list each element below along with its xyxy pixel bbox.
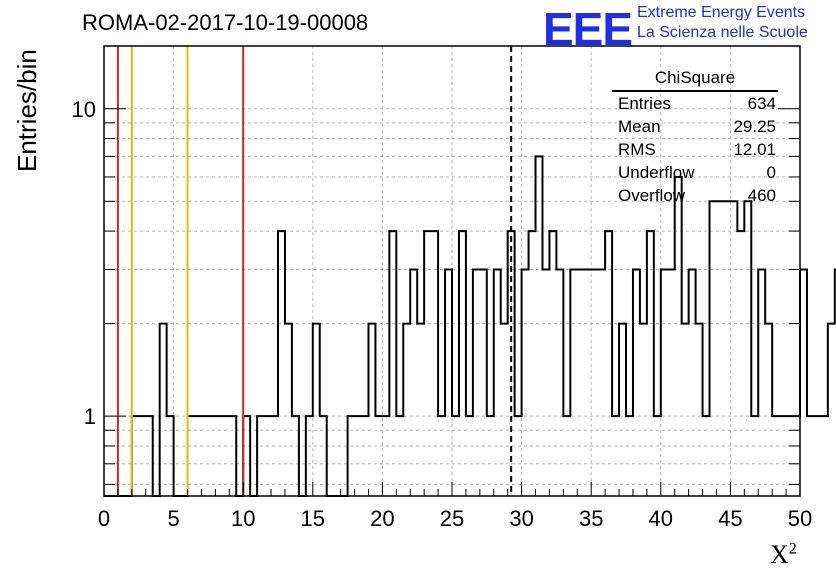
histogram-bin bbox=[737, 231, 744, 496]
histogram-bin bbox=[668, 269, 675, 496]
stats-value: 634 bbox=[747, 94, 776, 113]
histogram-bin bbox=[828, 324, 835, 496]
histogram-bin bbox=[410, 269, 417, 496]
x-axis-label-exponent: 2 bbox=[788, 540, 797, 558]
histogram-bin bbox=[758, 269, 765, 496]
y-tick-label: 1 bbox=[84, 404, 96, 429]
histogram-bin bbox=[619, 324, 626, 496]
stats-key: Mean bbox=[618, 117, 661, 136]
histogram-bin bbox=[501, 324, 508, 496]
histogram-bin bbox=[584, 269, 591, 496]
stats-title: ChiSquare bbox=[654, 68, 736, 87]
histogram-bin bbox=[661, 269, 668, 496]
histogram-bin bbox=[570, 269, 577, 496]
histogram-bin bbox=[522, 269, 529, 496]
histogram-bin bbox=[605, 231, 612, 496]
histogram-bin bbox=[160, 324, 167, 496]
stats-value: 0 bbox=[766, 163, 776, 182]
histogram-bin bbox=[417, 324, 424, 496]
histogram-bin bbox=[529, 231, 536, 496]
histogram-bin bbox=[480, 269, 487, 496]
histogram-bin bbox=[821, 416, 828, 496]
x-tick-label: 35 bbox=[579, 506, 603, 531]
histogram-bin bbox=[716, 201, 723, 496]
x-axis-label: X2 bbox=[770, 540, 797, 570]
stats-box: ChiSquare Entries 634 Mean 29.25 RMS 12.… bbox=[612, 66, 798, 205]
histogram-bin bbox=[744, 201, 751, 496]
logo-line-2: La Scienza nelle Scuole bbox=[637, 24, 808, 41]
histogram-bin bbox=[278, 231, 285, 496]
stats-value: 29.25 bbox=[733, 117, 776, 136]
histogram-bin bbox=[445, 269, 452, 496]
histogram-outline bbox=[104, 155, 836, 497]
histogram-bin bbox=[723, 201, 730, 496]
histogram-bin bbox=[765, 324, 772, 496]
stats-key: Overflow bbox=[618, 186, 686, 205]
x-axis-label-base: X bbox=[770, 540, 789, 569]
stats-key: Entries bbox=[618, 94, 671, 113]
x-tick-label: 25 bbox=[440, 506, 464, 531]
histogram-bin bbox=[577, 269, 584, 496]
histogram-bin bbox=[633, 269, 640, 496]
logo-line-1: Extreme Energy Events bbox=[637, 4, 806, 21]
y-tick-label: 10 bbox=[72, 97, 96, 122]
histogram-bin bbox=[549, 231, 556, 496]
chart-title: ROMA-02-2017-10-19-00008 bbox=[82, 10, 369, 35]
x-tick-label: 0 bbox=[98, 506, 110, 531]
histogram-bin bbox=[431, 231, 438, 496]
histogram-bin bbox=[403, 324, 410, 496]
histogram-bin bbox=[807, 416, 814, 496]
histogram-bin bbox=[598, 269, 605, 496]
stats-divider bbox=[612, 90, 778, 92]
x-tick-label: 5 bbox=[167, 506, 179, 531]
histogram-bin bbox=[536, 156, 543, 496]
histogram-bin bbox=[682, 324, 689, 496]
stats-key: Underflow bbox=[618, 163, 695, 182]
histogram-bin bbox=[640, 324, 647, 496]
histogram-bin bbox=[285, 324, 292, 496]
histogram-bin bbox=[424, 231, 431, 496]
histogram-bin bbox=[689, 269, 696, 496]
stats-key: RMS bbox=[618, 140, 656, 159]
histogram-bin bbox=[710, 201, 717, 496]
histogram-bin bbox=[494, 269, 501, 496]
x-tick-label: 45 bbox=[718, 506, 742, 531]
histogram-bin bbox=[696, 324, 703, 496]
stats-value: 12.01 bbox=[733, 140, 776, 159]
histogram-bin bbox=[542, 269, 549, 496]
histogram-bin bbox=[368, 324, 375, 496]
histogram-bin bbox=[675, 177, 682, 496]
histogram-bin bbox=[389, 231, 396, 496]
histogram-bin bbox=[814, 416, 821, 496]
stats-value: 460 bbox=[747, 186, 776, 205]
x-tick-label: 15 bbox=[301, 506, 325, 531]
x-tick-label: 50 bbox=[788, 506, 812, 531]
x-tick-label: 40 bbox=[649, 506, 673, 531]
x-tick-label: 10 bbox=[231, 506, 255, 531]
histogram-bin bbox=[591, 269, 598, 496]
histogram-bin bbox=[730, 201, 737, 496]
x-tick-label: 30 bbox=[509, 506, 533, 531]
histogram-bin bbox=[556, 269, 563, 496]
histogram-bin bbox=[313, 324, 320, 496]
histogram-bin bbox=[647, 231, 654, 496]
eee-logo-mark: EEE bbox=[543, 3, 633, 55]
histogram-bin bbox=[473, 269, 480, 496]
y-axis-label: Entries/bin bbox=[12, 49, 42, 172]
x-tick-label: 20 bbox=[370, 506, 394, 531]
histogram-bin bbox=[459, 231, 466, 496]
histogram-bin bbox=[800, 269, 807, 496]
